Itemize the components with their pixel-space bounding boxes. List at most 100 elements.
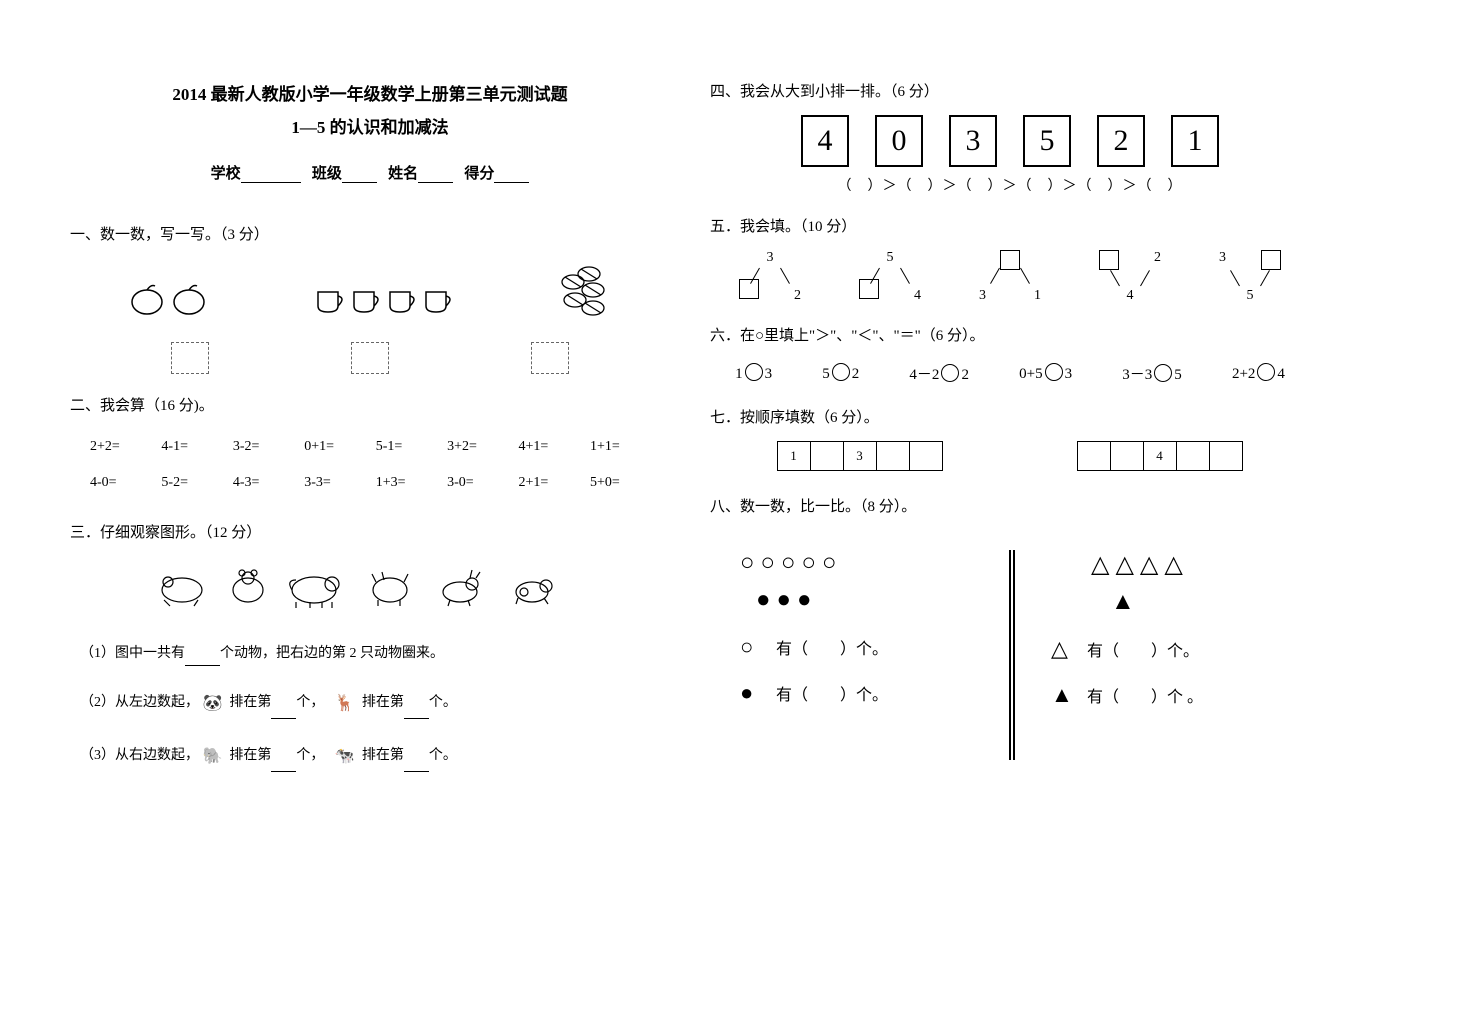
q4-compare-line[interactable]: （ ）＞（ ）＞（ ）＞（ ）＞（ ）＞（ ） (710, 175, 1310, 195)
compare-item[interactable]: 0+53 (1019, 363, 1072, 384)
cups-icon (310, 280, 460, 326)
blank-name[interactable] (418, 167, 453, 183)
compare-item[interactable]: 52 (822, 363, 859, 384)
q8-right: △△△△ ▲ △ 有（ ）个。 ▲ 有（ ）个 。 (1021, 530, 1310, 760)
q5-bonds: 3 2 5 4 3 1 2 4 (710, 250, 1310, 304)
q3-2a: （2）从左边数起， (80, 695, 199, 710)
calc-item[interactable]: 4-0= (90, 475, 150, 491)
q4-heading: 四、我会从大到小排一排。（6 分） (710, 80, 1310, 101)
q8-right-ans2[interactable]: ▲ 有（ ）个 。 (1031, 682, 1300, 708)
cow-icon: 🐄 (335, 748, 355, 765)
seq-cell[interactable] (810, 441, 844, 471)
apples-icon (127, 280, 217, 326)
q6-items: 13 52 4－22 0+53 3－35 2+24 (710, 363, 1310, 384)
q1-box-3[interactable] (531, 342, 569, 374)
calc-item[interactable]: 1+3= (376, 475, 436, 491)
bond-box[interactable] (739, 279, 759, 299)
number-bond[interactable]: 3 5 (1215, 250, 1285, 304)
bond-box[interactable] (859, 279, 879, 299)
ans-text: 有（ ）个。 (776, 681, 888, 705)
label-school: 学校 (211, 166, 241, 182)
seq-cell[interactable] (1110, 441, 1144, 471)
blank[interactable] (404, 704, 429, 719)
bond-right: 2 (794, 288, 801, 304)
q1-box-2[interactable] (351, 342, 389, 374)
q3-2c: 个， (296, 695, 324, 710)
vertical-divider (1009, 550, 1011, 760)
compare-item[interactable]: 4－22 (909, 363, 969, 384)
number-bond[interactable]: 5 4 (855, 250, 925, 304)
filled-circle-icon: ● (740, 680, 766, 706)
compare-item[interactable]: 13 (735, 363, 772, 384)
q8-right-ans1[interactable]: △ 有（ ）个。 (1031, 636, 1300, 662)
q3-1a: （1）图中一共有 (80, 646, 185, 661)
open-circles-row: ○○○○○ (720, 550, 989, 577)
calc-item[interactable]: 5-2= (161, 475, 221, 491)
compare-item[interactable]: 2+24 (1232, 363, 1285, 384)
calc-item[interactable]: 4+1= (519, 439, 579, 455)
open-triangles-row: △△△△ (1031, 550, 1300, 579)
q3-line1: （1）图中一共有个动物，把右边的第 2 只动物圈来。 (80, 641, 660, 666)
panda-icon: 🐼 (203, 695, 223, 712)
q1-box-1[interactable] (171, 342, 209, 374)
stack-icon (553, 264, 613, 326)
seq-cell[interactable]: 3 (843, 441, 877, 471)
calc-item[interactable]: 4-1= (161, 439, 221, 455)
blank[interactable] (271, 757, 296, 772)
q5-heading: 五．我会填。（10 分） (710, 215, 1310, 236)
calc-item[interactable]: 3-2= (233, 439, 293, 455)
main-title: 2014 最新人教版小学一年级数学上册第三单元测试题 (70, 80, 670, 105)
q3-heading: 三．仔细观察图形。（12 分） (70, 521, 670, 542)
number-bond[interactable]: 3 2 (735, 250, 805, 304)
seq-cell[interactable] (909, 441, 943, 471)
label-score: 得分 (464, 166, 494, 182)
seq-cell[interactable]: 1 (777, 441, 811, 471)
calc-item[interactable]: 2+1= (519, 475, 579, 491)
q4-boxes: 4 0 3 5 2 1 (710, 115, 1310, 167)
open-circle-icon: ○ (740, 634, 766, 660)
calc-item[interactable]: 0+1= (304, 439, 364, 455)
label-name: 姓名 (388, 166, 418, 182)
calc-item[interactable]: 2+2= (90, 439, 150, 455)
q3-line2: （2）从左边数起， 🐼 排在第个， 🦌 排在第个。 (80, 690, 660, 719)
q3-2b: 排在第 (229, 695, 271, 710)
q7-sequences: 1 3 4 (710, 441, 1310, 471)
seq-cell[interactable] (1209, 441, 1243, 471)
q3-3b: 排在第 (229, 748, 271, 763)
calc-item[interactable]: 3-0= (447, 475, 507, 491)
q6-heading: 六．在○里填上"＞"、"＜"、"＝"（6 分）。 (710, 324, 1310, 345)
sequence-1[interactable]: 1 3 (778, 441, 943, 471)
calc-item[interactable]: 5+0= (590, 475, 650, 491)
blank-score[interactable] (494, 167, 529, 183)
blank[interactable] (185, 651, 220, 666)
sequence-2[interactable]: 4 (1078, 441, 1243, 471)
blank[interactable] (404, 757, 429, 772)
calc-item[interactable]: 5-1= (376, 439, 436, 455)
q2-row2: 4-0= 5-2= 4-3= 3-3= 1+3= 3-0= 2+1= 5+0= (70, 465, 670, 501)
compare-item[interactable]: 3－35 (1122, 363, 1182, 384)
sort-num: 2 (1097, 115, 1145, 167)
calc-item[interactable]: 3+2= (447, 439, 507, 455)
calc-item[interactable]: 1+1= (590, 439, 650, 455)
seq-cell[interactable] (876, 441, 910, 471)
bond-box[interactable] (1261, 250, 1281, 270)
bond-right: 2 (1154, 250, 1161, 266)
blank-school[interactable] (241, 167, 301, 183)
sort-num: 4 (801, 115, 849, 167)
bond-box[interactable] (1099, 250, 1119, 270)
q8-left-ans2[interactable]: ● 有（ ）个。 (720, 680, 989, 706)
seq-cell[interactable] (1077, 441, 1111, 471)
bond-top: 5 (887, 250, 894, 266)
seq-cell[interactable]: 4 (1143, 441, 1177, 471)
calc-item[interactable]: 3-3= (304, 475, 364, 491)
calc-item[interactable]: 4-3= (233, 475, 293, 491)
number-bond[interactable]: 2 4 (1095, 250, 1165, 304)
number-bond[interactable]: 3 1 (975, 250, 1045, 304)
q8-left-ans1[interactable]: ○ 有（ ）个。 (720, 634, 989, 660)
bond-box[interactable] (1000, 250, 1020, 270)
blank-class[interactable] (342, 167, 377, 183)
seq-cell[interactable] (1176, 441, 1210, 471)
ans-text: 有（ ）个 。 (1087, 683, 1203, 707)
bond-left: 3 (979, 288, 986, 304)
blank[interactable] (271, 704, 296, 719)
